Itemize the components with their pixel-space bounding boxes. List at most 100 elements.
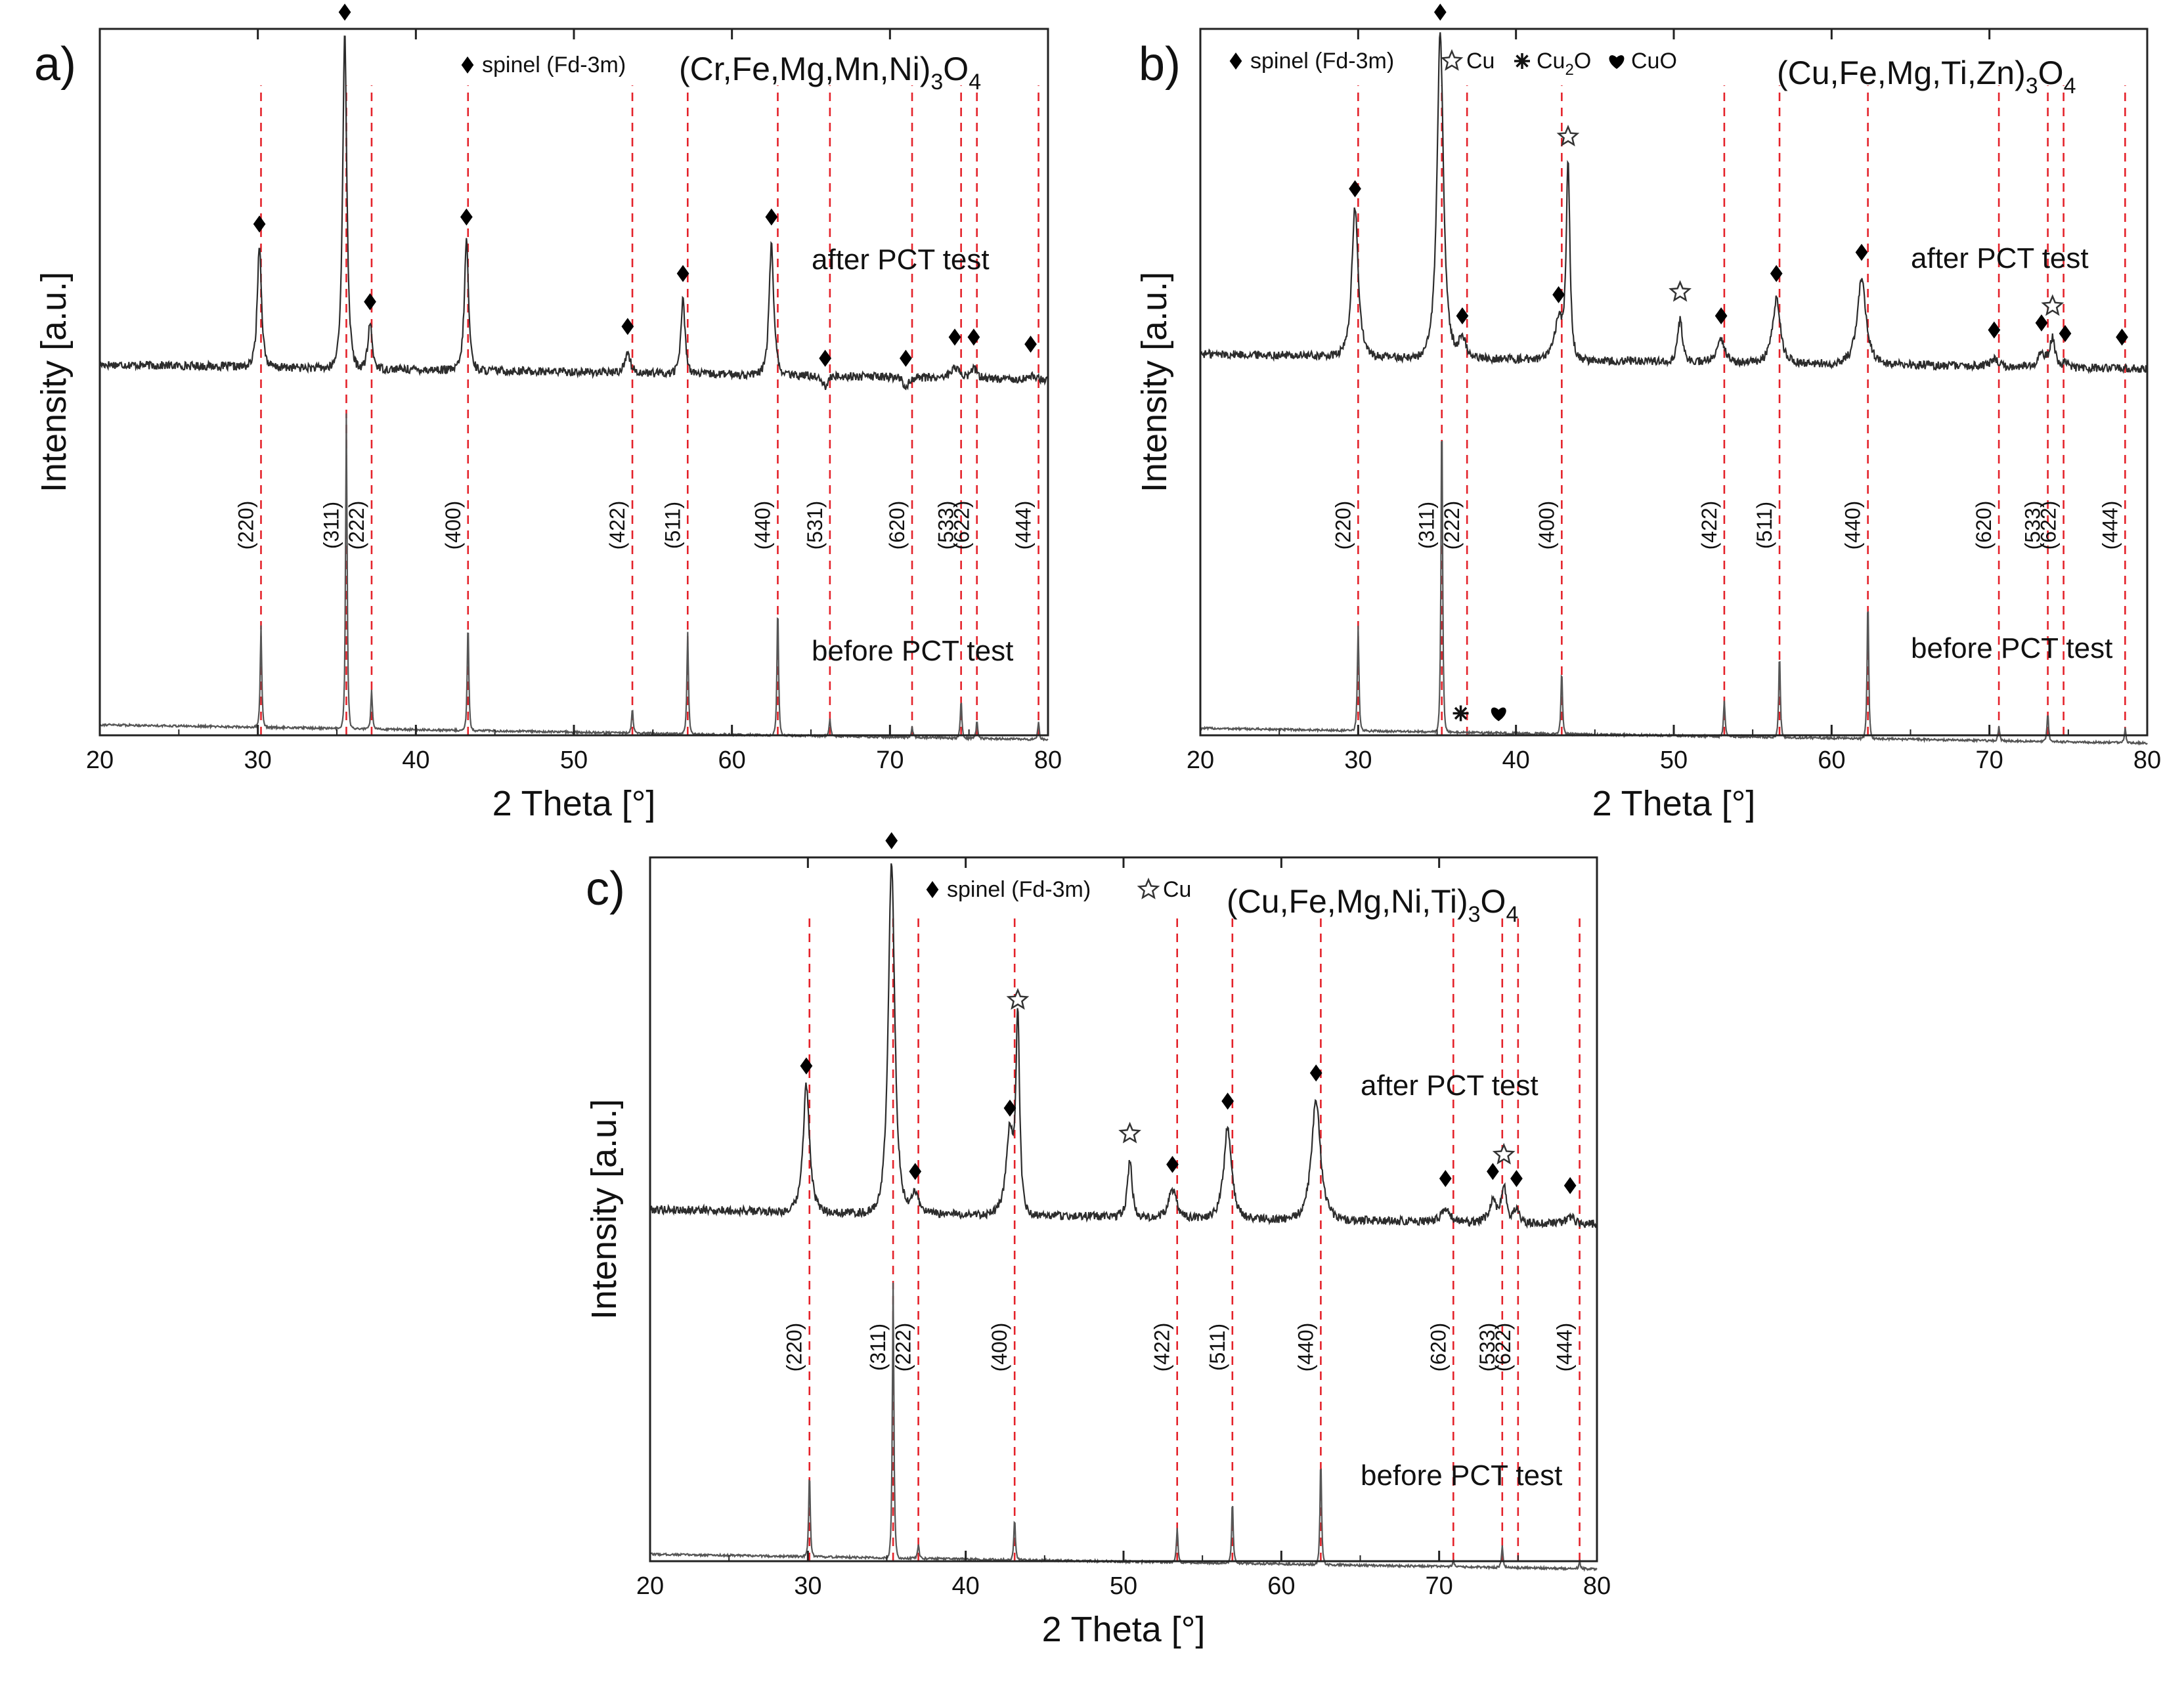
hkl-label: (622)	[2037, 501, 2061, 550]
panel-label: b)	[1139, 38, 1181, 91]
cu-peak-marker	[1006, 987, 1030, 1010]
x-tick-label: 50	[1110, 1572, 1137, 1600]
spinel-peak-marker	[967, 328, 980, 346]
spinel-peak-marker	[1456, 307, 1469, 325]
spinel-peak-marker	[1024, 335, 1037, 353]
legend-label: Cu	[1163, 877, 1191, 902]
x-tick-label: 80	[1034, 746, 1062, 774]
x-tick-label: 40	[952, 1572, 980, 1600]
spinel-peak-marker	[621, 318, 634, 335]
before-pct-label: before PCT test	[812, 635, 1013, 667]
spinel-peak-marker	[338, 3, 351, 21]
cu2o-marker	[1452, 705, 1469, 722]
x-tick-label: 50	[1660, 746, 1688, 774]
legend-label: spinel (Fd-3m)	[482, 53, 626, 77]
cu-peak-marker	[2041, 294, 2064, 316]
spinel-peak-marker	[1439, 1170, 1452, 1188]
x-tick-label: 20	[86, 746, 114, 774]
hkl-label: (220)	[1331, 501, 1355, 550]
spinel-peak-marker	[1309, 1064, 1322, 1082]
hkl-label: (400)	[441, 501, 465, 550]
x-axis-title: 2 Theta [°]	[1592, 784, 1756, 823]
spinel-peak-marker	[885, 832, 898, 850]
hkl-label: (444)	[1553, 1323, 1577, 1372]
hkl-label: (311)	[1415, 502, 1439, 549]
panel-c: (220) (311) (222) (400) (422) (511) (440) (620)…	[584, 832, 1611, 1649]
plot-frame	[98, 28, 1049, 737]
panel-a: (220) (311) (222) (400) (422) (511) (440) (531)…	[34, 3, 1062, 823]
hkl-label: (422)	[605, 501, 629, 550]
hkl-label: (220)	[783, 1323, 806, 1372]
hkl-label: (622)	[950, 501, 974, 550]
before-pct-trace	[99, 413, 1049, 742]
x-tick-label: 40	[1502, 746, 1530, 774]
legend-star-icon	[1137, 877, 1160, 899]
before-pct-label: before PCT test	[1361, 1459, 1562, 1492]
legend-heart-icon	[1609, 55, 1625, 69]
legend-diamond-icon	[926, 881, 939, 898]
spinel-peak-marker	[765, 208, 778, 226]
spinel-peak-marker	[800, 1057, 813, 1075]
cuo-marker	[1491, 707, 1506, 722]
hkl-label: (222)	[1440, 501, 1464, 550]
legend-label: Cu	[1466, 49, 1495, 74]
hkl-label: (220)	[234, 501, 257, 550]
spinel-peak-marker	[1714, 307, 1728, 325]
legend-label: CuO	[1631, 49, 1677, 74]
after-pct-trace	[649, 863, 1598, 1229]
spinel-peak-marker	[1166, 1155, 1179, 1173]
spinel-peak-marker	[1003, 1099, 1016, 1117]
y-axis-title: Intensity [a.u.]	[584, 1099, 624, 1320]
hkl-label: (533)	[2021, 501, 2045, 550]
compound-formula: (Cu,Fe,Mg,Ti,Zn)3O4	[1777, 54, 2076, 98]
panel-label: c)	[586, 863, 625, 915]
hkl-label: (511)	[661, 502, 684, 549]
legend-diamond-icon	[1229, 53, 1242, 70]
spinel-peak-marker	[1563, 1176, 1577, 1194]
hkl-label: (511)	[1753, 502, 1776, 549]
y-axis-title: Intensity [a.u.]	[1135, 272, 1174, 492]
legend-label: spinel (Fd-3m)	[1250, 49, 1394, 74]
legend-star-icon	[1440, 49, 1464, 71]
spinel-peak-marker	[253, 215, 266, 233]
cu-peak-marker	[1556, 124, 1580, 146]
after-pct-label: after PCT test	[1361, 1069, 1539, 1102]
hkl-label: (444)	[1012, 501, 1036, 550]
spinel-peak-marker	[676, 265, 689, 282]
compound-formula: (Cu,Fe,Mg,Ni,Ti)3O4	[1227, 883, 1518, 927]
x-tick-label: 60	[1267, 1572, 1295, 1600]
legend-label: spinel (Fd-3m)	[947, 877, 1091, 902]
hkl-label: (222)	[345, 501, 368, 550]
after-pct-trace	[1199, 32, 2149, 375]
hkl-label: (440)	[1841, 501, 1865, 550]
hkl-label: (511)	[1206, 1324, 1229, 1371]
panel-label: a)	[34, 38, 76, 91]
cu-peak-marker	[1492, 1142, 1516, 1165]
spinel-peak-marker	[909, 1163, 922, 1180]
hkl-label: (440)	[751, 501, 774, 550]
compound-formula: (Cr,Fe,Mg,Mn,Ni)3O4	[679, 51, 981, 95]
hkl-label: (620)	[1426, 1323, 1450, 1372]
spinel-peak-marker	[1988, 321, 2001, 339]
legend-asterisk-icon	[1514, 53, 1530, 69]
plot-frame	[1199, 28, 2149, 737]
x-tick-label: 30	[794, 1572, 821, 1600]
reflection-lines	[808, 913, 1581, 1561]
hkl-label: (531)	[803, 501, 827, 550]
hkl-label: (311)	[319, 502, 343, 549]
x-tick-label: 20	[1187, 746, 1214, 774]
hkl-label: (620)	[1972, 501, 1996, 550]
x-tick-label: 80	[1583, 1572, 1611, 1600]
hkl-label: (422)	[1697, 501, 1721, 550]
hkl-label: (422)	[1150, 1323, 1174, 1372]
y-axis-title: Intensity [a.u.]	[34, 272, 74, 492]
hkl-label: (533)	[934, 501, 958, 550]
spinel-peak-marker	[2035, 314, 2048, 332]
x-tick-label: 30	[1344, 746, 1372, 774]
hkl-label: (440)	[1294, 1323, 1317, 1372]
x-tick-label: 70	[876, 746, 904, 774]
hkl-label: (533)	[1475, 1323, 1499, 1372]
spinel-peak-marker	[1433, 3, 1447, 21]
after-pct-trace	[98, 35, 1049, 391]
